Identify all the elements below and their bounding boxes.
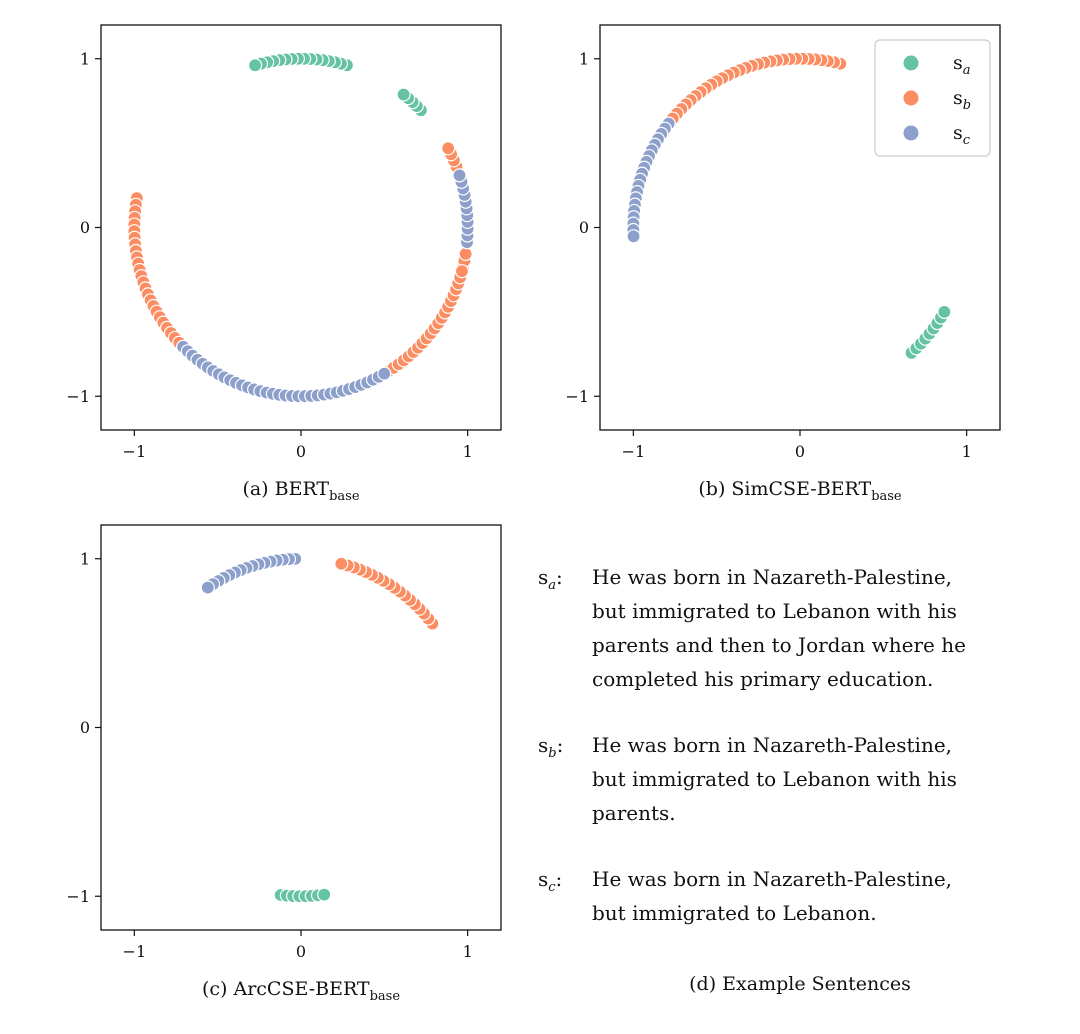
y-tick-label: 0 [579, 218, 589, 237]
point-s_b [458, 246, 473, 261]
point-s_a [396, 87, 411, 102]
plot-frame [100, 524, 502, 931]
sentence-line: but immigrated to Lebanon with his [592, 599, 957, 623]
point-s_c [626, 229, 641, 244]
point-s_c [377, 366, 392, 381]
legend-label-s_a: sa [953, 52, 971, 78]
panel-d-caption: (d) Example Sentences [689, 973, 911, 995]
sentence-line: He was born in Nazareth-Palestine, [592, 565, 953, 589]
point-s_a [317, 887, 332, 902]
y-tick-label: 1 [80, 49, 90, 68]
panel-caption: (b) SimCSE-BERTbase [698, 478, 902, 504]
y-tick-label: 0 [80, 718, 90, 737]
point-s_a [937, 304, 952, 319]
y-tick-label: 0 [80, 218, 90, 237]
legend-marker-s_c [902, 124, 920, 142]
legend-label-s_c: sc [953, 122, 971, 148]
sentence-label: sb: [538, 733, 564, 761]
panel-c: −1 0 1 −1 0 1 (c) ArcCSE-BERTbase [66, 524, 502, 1004]
sentence-line: parents and then to Jordan where he [592, 633, 966, 657]
y-tick-label: 1 [80, 549, 90, 568]
point-s_b [441, 141, 456, 156]
point-s_b [454, 264, 470, 279]
point-s_b [334, 556, 349, 571]
x-tick-label: 0 [296, 442, 306, 461]
x-tick-label: 1 [962, 442, 972, 461]
sentence-line: completed his primary education. [592, 667, 934, 691]
x-tick-label: −1 [123, 442, 147, 461]
sentence-label: sa: [538, 565, 563, 593]
panel-a: −1 0 1 −1 0 1 (a) BERTbase [66, 24, 502, 504]
x-tick-label: −1 [123, 942, 147, 961]
y-tick-label: 1 [579, 49, 589, 68]
plot-frame [100, 24, 502, 431]
legend-marker-s_b [902, 89, 920, 107]
x-tick-label: 0 [296, 942, 306, 961]
legend-marker-s_a [902, 54, 920, 72]
legend: sa sb sc [874, 39, 991, 157]
sentence-c: sc: He was born in Nazareth-Palestine, but… [538, 862, 1058, 930]
x-tick-label: −1 [622, 442, 646, 461]
x-tick-label: 0 [795, 442, 805, 461]
y-tick-label: −1 [565, 387, 589, 406]
panel-caption: (a) BERTbase [242, 478, 359, 504]
point-s_c [200, 580, 215, 595]
sentence-label: sc: [538, 867, 563, 895]
point-s_c [452, 168, 467, 183]
sentence-line: He was born in Nazareth-Palestine, [592, 733, 953, 757]
sentence-line: but immigrated to Lebanon. [592, 901, 877, 925]
panel-caption: (c) ArcCSE-BERTbase [202, 978, 400, 1004]
y-tick-label: −1 [66, 387, 90, 406]
sentence-b: sb: He was born in Nazareth-Palestine, but… [538, 728, 1058, 830]
sentence-line: but immigrated to Lebanon with his [592, 767, 957, 791]
sentence-a: sa: He was born in Nazareth-Palestine, but… [538, 560, 1058, 696]
panel-b: −1 0 1 −1 0 1 (b) SimCSE-BERTbase sa sb sc [565, 24, 1001, 504]
sentence-line: He was born in Nazareth-Palestine, [592, 867, 953, 891]
point-s_a [247, 58, 263, 73]
legend-box [874, 39, 991, 157]
sentence-line: parents. [592, 801, 676, 825]
x-tick-label: 1 [463, 942, 473, 961]
x-tick-label: 1 [463, 442, 473, 461]
y-tick-label: −1 [66, 887, 90, 906]
legend-label-s_b: sb [953, 87, 971, 113]
